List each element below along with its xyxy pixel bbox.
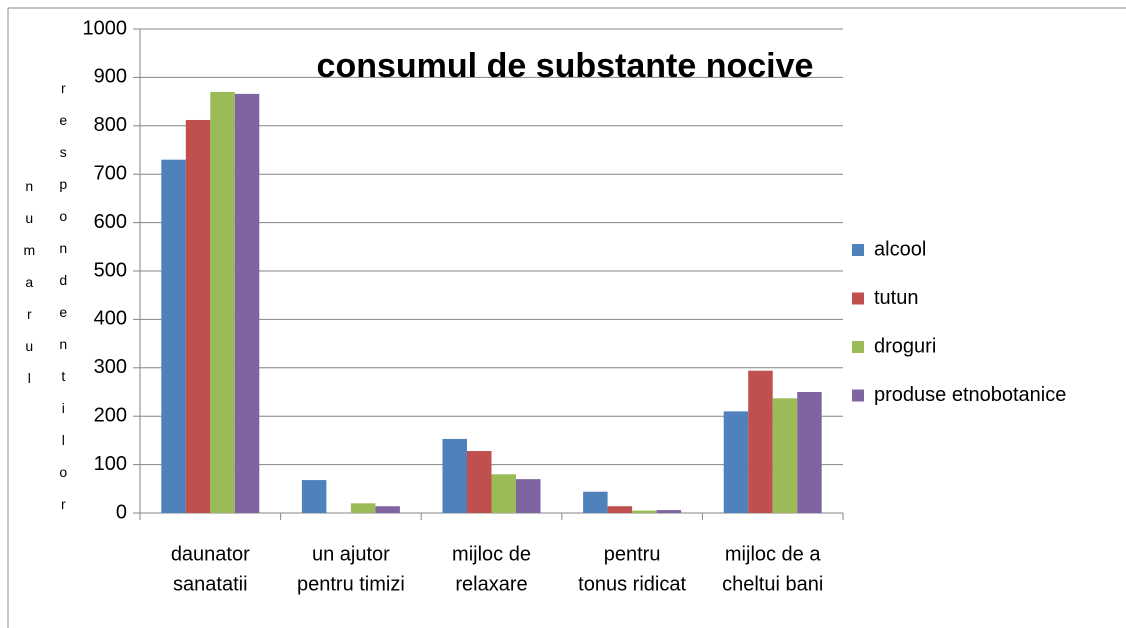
legend-label: tutun xyxy=(874,287,918,309)
bar xyxy=(656,510,682,513)
bar xyxy=(301,480,327,513)
bar xyxy=(632,510,657,513)
x-tick-label: pentru xyxy=(604,543,661,565)
x-tick-label: mijloc de xyxy=(452,543,531,565)
legend-swatch xyxy=(852,244,864,256)
y-tick-label: 300 xyxy=(94,356,127,378)
y-axis-label: numarul xyxy=(21,178,37,402)
bar xyxy=(491,474,516,513)
y-tick-label: 1000 xyxy=(83,17,128,39)
x-tick-label: un ajutor xyxy=(312,543,390,565)
bar xyxy=(350,503,376,513)
y-tick-label: 100 xyxy=(94,453,127,475)
bar xyxy=(375,506,400,513)
legend-label: droguri xyxy=(874,335,936,357)
x-tick-label: pentru timizi xyxy=(297,573,405,595)
legend-label: produse etnobotanice xyxy=(874,384,1066,406)
x-tick-label: sanatatii xyxy=(173,573,248,595)
bar xyxy=(161,159,186,513)
y-tick-label: 600 xyxy=(94,211,127,233)
y-tick-label: 0 xyxy=(116,501,127,523)
y-tick-label: 500 xyxy=(94,259,127,281)
y-axis-label: respondentilor xyxy=(55,80,71,528)
bar xyxy=(723,411,749,513)
y-tick-label: 900 xyxy=(94,66,127,88)
legend-swatch xyxy=(852,389,864,402)
bar xyxy=(234,93,260,513)
bar xyxy=(210,91,235,514)
bar xyxy=(442,438,467,513)
legend-label: alcool xyxy=(874,238,926,260)
x-tick-label: mijloc de a xyxy=(725,543,821,565)
x-tick-label: tonus ridicat xyxy=(578,573,686,595)
legend-swatch xyxy=(852,292,864,305)
x-tick-label: daunator xyxy=(171,543,250,565)
legend-swatch xyxy=(852,341,864,353)
y-tick-label: 400 xyxy=(94,308,127,330)
chart-title: consumul de substante nocive xyxy=(317,47,814,85)
bar xyxy=(748,370,773,513)
bar xyxy=(607,506,633,513)
y-tick-label: 200 xyxy=(94,404,127,426)
bar xyxy=(797,392,822,513)
x-tick-label: relaxare xyxy=(455,573,527,595)
bar xyxy=(583,491,608,513)
y-tick-label: 700 xyxy=(94,162,127,184)
bar xyxy=(772,398,798,513)
bar xyxy=(516,479,541,513)
y-tick-label: 800 xyxy=(94,114,127,136)
bar xyxy=(467,451,492,513)
bar xyxy=(185,119,211,513)
x-tick-label: cheltui bani xyxy=(722,573,823,595)
